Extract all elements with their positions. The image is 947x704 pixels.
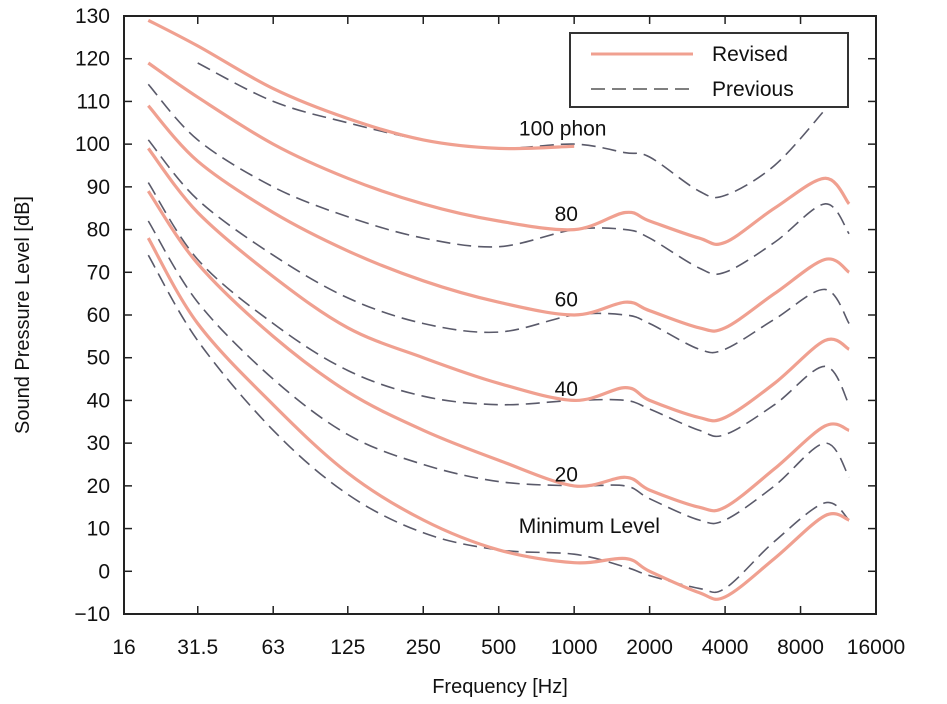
y-tick-label: 120 [75,48,110,71]
x-tick-label: 500 [481,636,516,659]
x-tick-label: 8000 [777,636,824,659]
legend-box [569,32,849,108]
x-tick-label: 1000 [551,636,598,659]
y-tick-label: −10 [74,603,110,626]
revised-curve-5 [146,237,850,601]
curve-label: Minimum Level [519,515,660,538]
y-axis-title: Sound Pressure Level [dB] [12,196,34,434]
previous-curve-11 [147,254,850,594]
x-tick-label: 125 [330,636,365,659]
y-tick-label: 40 [87,389,110,412]
revised-curve-3 [147,147,850,423]
x-axis: 16 31.5 63 125 250 500 1000 2000 4000 8000 16000 [112,16,905,659]
legend: Revised Previous [569,32,849,108]
y-tick-label: 90 [87,176,110,199]
y-tick-label: 50 [87,347,110,370]
y-tick-label: 70 [87,261,110,284]
curve-labels: 100 phon 80 60 40 20 Minimum Level [519,118,660,538]
revised-curve-top [147,18,575,151]
x-tick-label: 16 [112,636,135,659]
y-tick-label: 60 [87,304,110,327]
curve-label: 60 [555,288,578,311]
curve-label: 40 [555,378,578,401]
x-axis-title: Frequency [Hz] [432,676,568,698]
curve-label: 100 phon [519,118,607,141]
legend-label-revised: Revised [712,43,788,66]
y-tick-label: 20 [87,475,110,498]
y-tick-label: 10 [87,518,110,541]
curve-label: 80 [555,203,578,226]
y-tick-label: 110 [77,90,110,113]
y-tick-label: 80 [87,219,110,242]
revised-curve-2 [147,104,851,333]
x-tick-label: 2000 [626,636,673,659]
y-tick-label: 100 [75,133,110,156]
curve-label: 20 [555,464,578,487]
x-tick-label: 16000 [847,636,905,659]
previous-curve-6 [197,62,826,199]
revised-curve-4 [146,190,850,513]
x-tick-label: 4000 [702,636,749,659]
legend-label-previous: Previous [712,78,794,101]
x-tick-label: 63 [262,636,285,659]
y-tick-label: 30 [87,432,110,455]
curves-group [146,18,851,601]
y-tick-label: 0 [98,560,110,583]
revised-curve-1 [147,61,851,246]
x-tick-label: 31.5 [177,636,218,659]
x-tick-label: 250 [406,636,441,659]
y-tick-label: 130 [75,5,110,28]
